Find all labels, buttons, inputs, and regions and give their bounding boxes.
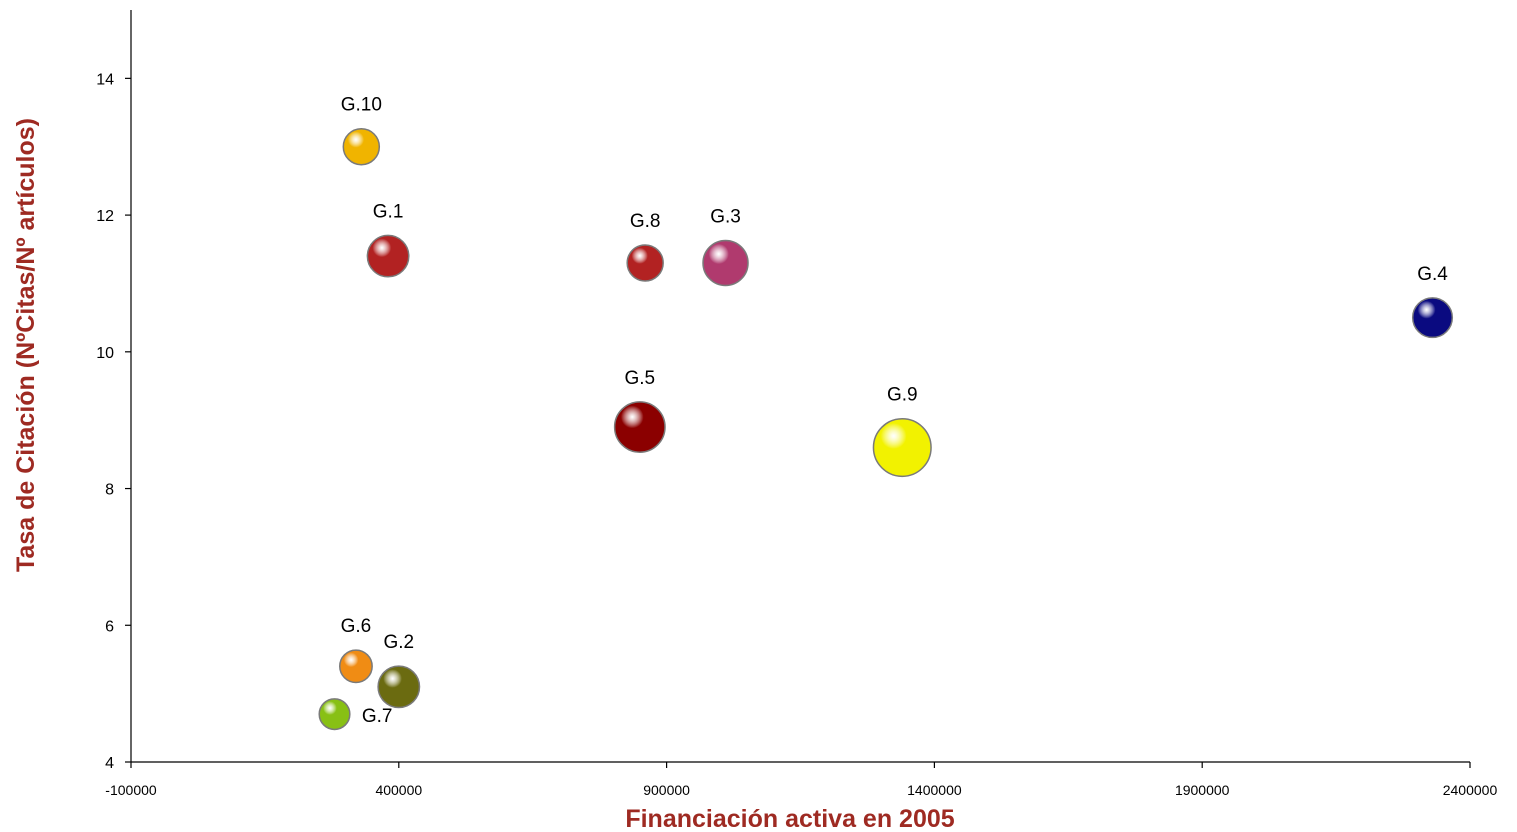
data-points: G.1 G.2 G.3 G.4 G.5 G.6 G.7 G.8 G.9 G.10: [318, 95, 1454, 731]
bubble-g8: [626, 244, 664, 282]
point-label: G.7: [362, 706, 393, 727]
y-tick-label: 6: [105, 618, 114, 635]
point-label: G.5: [625, 368, 656, 389]
bubble-g1: [366, 234, 410, 278]
bubble-g3: [702, 239, 749, 287]
bubble-g4: [1411, 297, 1454, 339]
point-label: G.3: [710, 206, 741, 227]
y-tick-label: 12: [96, 208, 114, 225]
bubble-g5: [613, 401, 666, 453]
x-tick-label: -100000: [105, 782, 157, 798]
bubble-g7: [318, 698, 351, 731]
x-tick-label: 1900000: [1175, 782, 1230, 798]
y-tick-label: 8: [105, 482, 114, 499]
point-label: G.1: [373, 201, 404, 222]
x-tick-label: 1400000: [907, 782, 962, 798]
y-tick-label: 4: [105, 755, 114, 772]
y-tick-label: 14: [96, 71, 114, 88]
x-tick-label: 400000: [375, 782, 422, 798]
y-axis-ticks: 4 6 8 10 12 14: [96, 71, 131, 772]
y-tick-label: 10: [96, 345, 114, 362]
x-axis-ticks: -100000 400000 900000 1400000 1900000 2400000: [105, 762, 1497, 798]
y-axis-title: Tasa de Citación (NºCitas/Nº artículos): [12, 118, 40, 572]
bubble-g10: [342, 127, 381, 166]
x-axis-title: Financiación activa en 2005: [625, 805, 954, 832]
bubble-g9: [872, 417, 932, 478]
bubble-g6: [339, 649, 373, 684]
point-label: G.9: [887, 385, 918, 406]
x-tick-label: 900000: [643, 782, 690, 798]
point-label: G.2: [383, 632, 414, 653]
point-label: G.6: [341, 616, 372, 637]
point-label: G.8: [630, 211, 661, 232]
x-tick-label: 2400000: [1443, 782, 1498, 798]
bubble-g2: [377, 665, 421, 709]
point-label: G.10: [341, 95, 382, 116]
point-label: G.4: [1417, 264, 1448, 285]
